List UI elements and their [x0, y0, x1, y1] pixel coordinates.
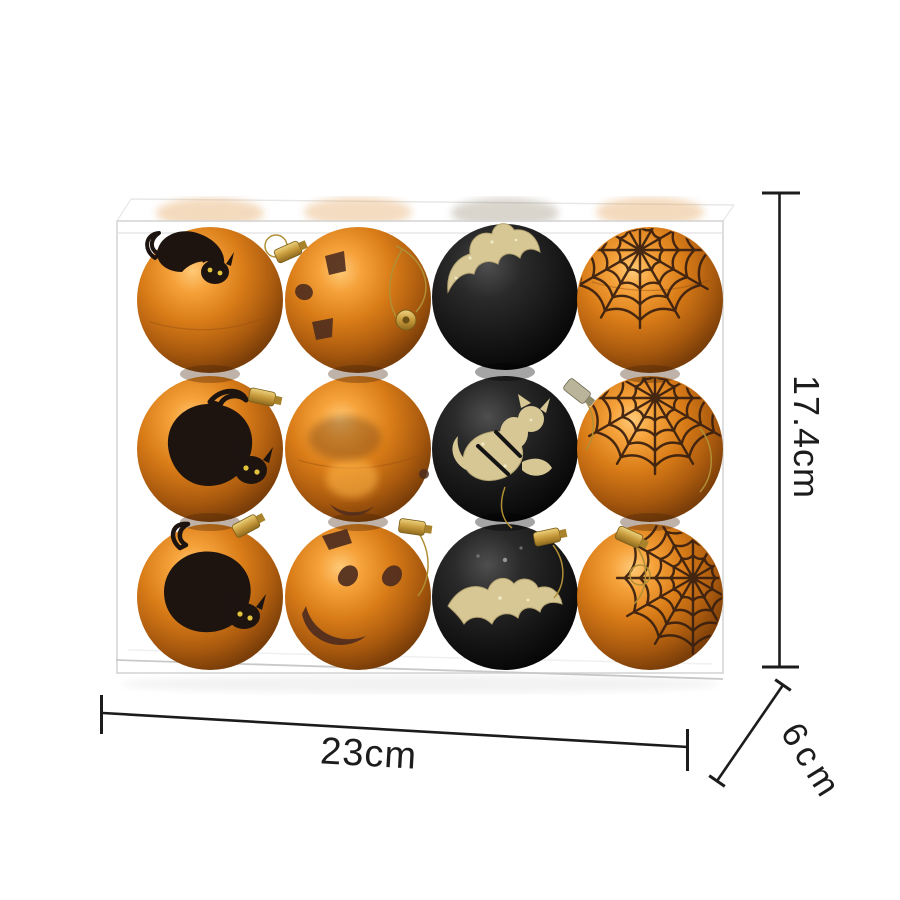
gold-cap — [614, 525, 649, 549]
depth-dimension-bottom-cap — [708, 774, 726, 788]
cat-silhouette-r2c1 — [167, 388, 273, 486]
gold-bat-r3c3 — [447, 546, 563, 625]
gold-cap — [398, 518, 433, 536]
pumpkin-face-r3c2 — [302, 529, 402, 645]
depth-dimension: 6cm — [708, 678, 851, 808]
gold-bat-r2c3 — [452, 394, 552, 482]
gold-cap — [247, 387, 283, 407]
gold-cap — [231, 513, 266, 538]
depth-dimension-line — [715, 684, 785, 782]
ornament-ball-r1c2 — [285, 227, 431, 373]
ball-contact-shadows — [180, 363, 680, 531]
gold-caps-and-cords — [231, 234, 712, 605]
ornament-ball-r3c4 — [577, 524, 723, 670]
gold-cap — [273, 240, 308, 264]
ornament-ball-r3c2 — [285, 524, 431, 670]
ball-decorations — [145, 223, 722, 656]
box-lid-reflections — [156, 197, 704, 222]
dark-reflection — [309, 416, 381, 460]
cat-silhouette-r1c1 — [145, 231, 234, 284]
depth-dimension-label: 6cm — [773, 716, 851, 808]
gold-cap-ring — [395, 309, 417, 331]
glitter-spots-r1c2 — [295, 251, 346, 340]
gold-bat-r1c3 — [447, 223, 541, 294]
height-dimension: 17.4cm — [762, 191, 827, 669]
width-dimension: 23cm — [100, 695, 689, 778]
box-top-right-fold — [722, 204, 735, 222]
width-dimension-label: 23cm — [319, 730, 418, 778]
box-shadow — [120, 675, 720, 693]
spider-web-r2c4 — [578, 377, 722, 476]
gold-cap — [563, 378, 596, 407]
height-dimension-label: 17.4cm — [786, 375, 827, 499]
width-dimension-line — [102, 711, 689, 749]
box-top-left-fold — [116, 198, 132, 222]
depth-dimension-top-cap — [774, 678, 792, 692]
specular-highlight — [326, 458, 378, 498]
glitter-marks-r2c2 — [330, 469, 429, 516]
cat-silhouette-r3c1 — [164, 521, 266, 633]
gold-cap — [532, 527, 568, 547]
